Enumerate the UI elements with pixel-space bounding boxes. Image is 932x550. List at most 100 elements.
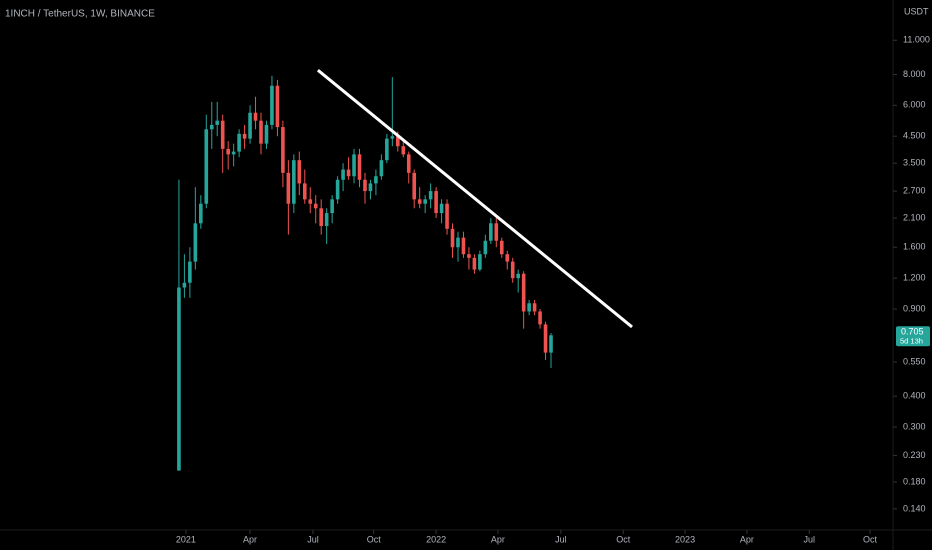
- candle-body: [313, 203, 318, 209]
- x-tick-label: Oct: [616, 534, 631, 544]
- candle-body: [461, 237, 466, 255]
- x-tick-label: Jul: [555, 534, 567, 544]
- candle-body: [324, 213, 329, 227]
- candle-body: [467, 254, 471, 258]
- candle-body: [253, 112, 258, 121]
- candle-body: [237, 133, 241, 152]
- x-tick-label: Oct: [367, 534, 382, 544]
- candle-body: [478, 254, 482, 270]
- candle-body: [521, 273, 526, 312]
- candle-body: [199, 203, 203, 224]
- y-tick-label: 1.200: [903, 273, 926, 283]
- y-tick-label: 8.000: [903, 69, 926, 79]
- candle-body: [538, 311, 542, 325]
- x-tick-label: Apr: [491, 534, 505, 544]
- y-axis-label: USDT: [904, 6, 929, 16]
- y-tick-label: 6.000: [903, 100, 926, 110]
- candle-body: [483, 240, 488, 255]
- candle-body: [177, 287, 181, 471]
- candle-body: [516, 273, 520, 279]
- y-tick-label: 0.180: [903, 476, 926, 486]
- candle-body: [264, 124, 269, 144]
- y-tick-label: 2.700: [903, 185, 926, 195]
- candle-body: [439, 203, 444, 214]
- y-tick-label: 3.500: [903, 158, 926, 168]
- candle-body: [368, 183, 373, 192]
- candle-body: [242, 133, 247, 139]
- y-tick-label: 0.300: [903, 421, 926, 431]
- price-tag-label: 0.705: [901, 327, 924, 337]
- x-tick-label: 2021: [176, 534, 196, 544]
- y-tick-label: 1.600: [903, 242, 926, 252]
- candle-body: [182, 282, 187, 288]
- candle-body: [450, 228, 455, 248]
- candle-body: [423, 199, 427, 204]
- y-tick-label: 0.900: [903, 303, 926, 313]
- candle-body: [281, 127, 285, 173]
- candle-body: [527, 303, 531, 312]
- candle-body: [494, 223, 499, 241]
- candle-body: [292, 160, 296, 204]
- candle-body: [259, 120, 263, 144]
- candle-body: [319, 208, 323, 227]
- y-tick-label: 4.500: [903, 131, 926, 141]
- candle-body: [308, 199, 313, 204]
- trendline: [316, 69, 633, 329]
- countdown-label: 5d 13h: [900, 336, 923, 345]
- candle-body: [385, 138, 389, 161]
- candle-body: [510, 261, 515, 279]
- candle-body: [445, 203, 449, 229]
- candle-body: [489, 223, 493, 241]
- candle-body: [341, 169, 345, 180]
- candle-body: [379, 160, 384, 177]
- candle-body: [204, 129, 209, 204]
- candle-body: [434, 191, 438, 214]
- candle-body: [231, 151, 236, 155]
- y-tick-label: 0.550: [903, 356, 926, 366]
- candle-body: [412, 172, 417, 200]
- x-tick-label: 2023: [675, 534, 695, 544]
- x-tick-label: Oct: [863, 534, 878, 544]
- x-tick-label: Apr: [740, 534, 754, 544]
- candle-body: [297, 160, 302, 184]
- candle-body: [363, 179, 367, 192]
- x-tick-label: 2022: [426, 534, 446, 544]
- candle-body: [456, 237, 460, 248]
- candle-body: [417, 199, 422, 204]
- candle-body: [352, 154, 356, 177]
- candle-body: [396, 136, 400, 147]
- candle-body: [543, 324, 548, 353]
- y-tick-label: 11.000: [903, 35, 930, 45]
- y-tick-label: 2.100: [903, 212, 926, 222]
- candle-body: [270, 85, 274, 125]
- candle-body: [505, 254, 510, 262]
- candle-body: [226, 148, 230, 155]
- candle-body: [193, 223, 198, 262]
- candle-body: [472, 257, 477, 270]
- candle-body: [275, 85, 280, 128]
- candle-body: [286, 172, 291, 204]
- y-tick-label: 0.230: [903, 450, 926, 460]
- x-tick-label: Jul: [307, 534, 319, 544]
- x-tick-label: Jul: [804, 534, 816, 544]
- candle-body: [357, 154, 362, 180]
- candle-body: [220, 120, 225, 149]
- candle-body: [215, 120, 220, 125]
- y-tick-label: 0.140: [903, 503, 926, 513]
- candle-body: [390, 136, 395, 139]
- chart-title: 1INCH / TetherUS, 1W, BINANCE: [5, 9, 155, 20]
- candle-body: [302, 183, 307, 200]
- candle-body: [330, 199, 334, 214]
- price-tag: [896, 326, 930, 347]
- candle-body: [549, 335, 553, 353]
- candle-body: [406, 154, 411, 173]
- candle-body: [499, 240, 504, 255]
- candle-body: [209, 124, 214, 130]
- candle-body: [374, 176, 378, 184]
- candle-body: [335, 179, 340, 200]
- candle-body: [346, 169, 351, 177]
- candle-body: [532, 303, 537, 312]
- candle-body: [401, 146, 406, 155]
